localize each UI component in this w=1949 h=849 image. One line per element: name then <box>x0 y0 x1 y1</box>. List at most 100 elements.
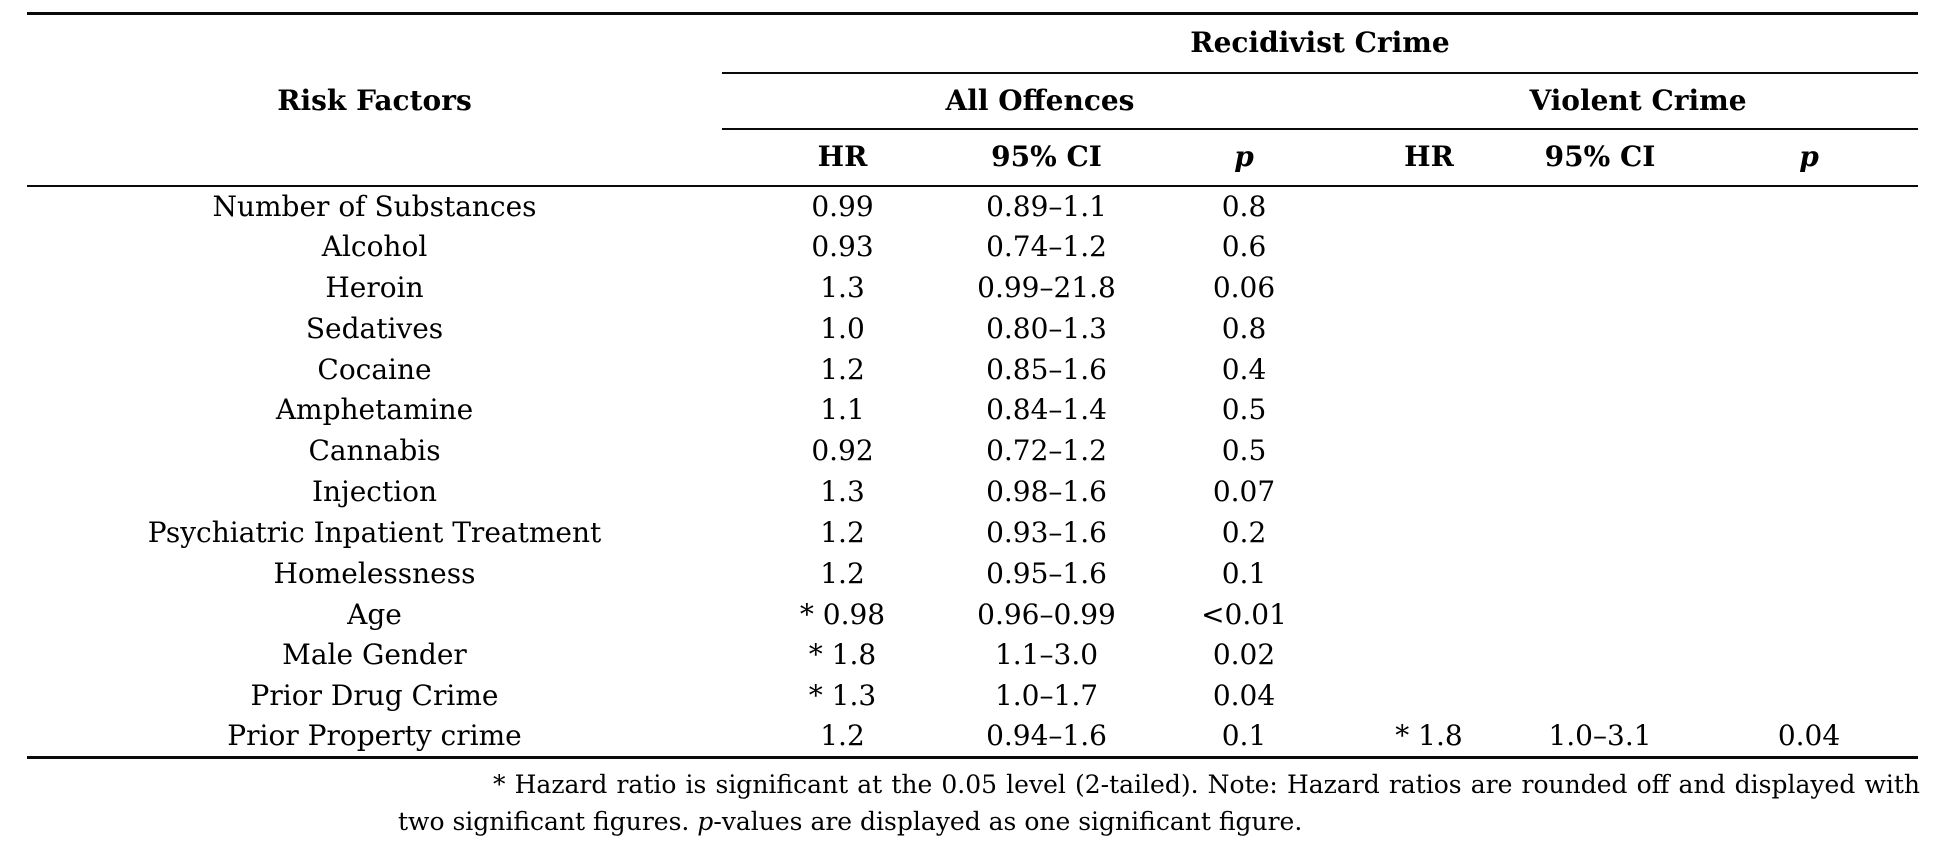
footnote-italic-p: p <box>697 807 714 836</box>
all-offences-ci-value: 0.94–1.6 <box>986 719 1107 753</box>
all-offences-hr-value: 0.93 <box>811 229 874 263</box>
table-row: Prior Drug Crime * 1.3 1.0–1.7 0.04 <box>27 676 1918 717</box>
all-offences-hr-value: 1.1 <box>820 393 865 427</box>
all-offences-p-value: 0.2 <box>1221 515 1267 549</box>
violent-p-value <box>1700 594 1918 635</box>
violent-p-value: 0.04 <box>1777 719 1841 753</box>
violent-hr-value: * 1.8 <box>1395 719 1463 753</box>
all-offences-ci-value: 0.98–1.6 <box>986 475 1107 509</box>
violent-ci-value <box>1500 267 1700 308</box>
table-footnote: * Hazard ratio is significant at the 0.0… <box>398 766 1920 840</box>
violent-p-value <box>1700 635 1918 676</box>
violent-hr-value <box>1358 594 1500 635</box>
violent-ci-value <box>1500 471 1700 512</box>
violent-ci-value <box>1500 308 1700 349</box>
violent-hr-value <box>1358 635 1500 676</box>
all-offences-hr-header: HR <box>722 128 963 187</box>
risk-factor-label: Heroin <box>325 270 424 304</box>
all-offences-ci-value: 0.93–1.6 <box>986 515 1107 549</box>
all-offences-ci-value: 1.0–1.7 <box>994 679 1099 713</box>
table-row: Injection 1.3 0.98–1.6 0.07 <box>27 471 1918 512</box>
risk-factor-label: Cocaine <box>317 352 432 386</box>
violent-hr-value <box>1358 267 1500 308</box>
all-offences-hr-value: 1.2 <box>820 352 865 386</box>
risk-factor-label: Number of Substances <box>212 189 537 223</box>
all-offences-p-value: 0.6 <box>1221 229 1267 263</box>
all-offences-p-value: 0.8 <box>1221 311 1267 345</box>
table-row: Heroin 1.3 0.99–21.8 0.06 <box>27 267 1918 308</box>
all-offences-ci-value: 0.72–1.2 <box>986 434 1107 468</box>
all-offences-p-value: 0.1 <box>1221 719 1267 753</box>
table-row: Male Gender * 1.8 1.1–3.0 0.02 <box>27 635 1918 676</box>
table-row: Cocaine 1.2 0.85–1.6 0.4 <box>27 349 1918 390</box>
violent-hr-value <box>1358 349 1500 390</box>
violent-hr-value <box>1358 308 1500 349</box>
risk-factor-label: Prior Drug Crime <box>250 679 499 713</box>
all-offences-hr-value: 0.99 <box>811 189 874 223</box>
violent-hr-value <box>1358 431 1500 472</box>
footnote-text: -values are displayed as one significant… <box>713 807 1303 836</box>
footnote-text: * Hazard ratio is significant at the 0.0… <box>493 770 1920 799</box>
all-offences-p-header: p <box>1130 128 1358 187</box>
footnote-line-2: two significant figures. p-values are di… <box>398 803 1920 840</box>
violent-p-value <box>1700 431 1918 472</box>
risk-factors-header: Risk Factors <box>277 83 472 117</box>
footnote-text: two significant figures. <box>398 807 698 836</box>
violent-p-value <box>1700 267 1918 308</box>
table-row: Sedatives 1.0 0.80–1.3 0.8 <box>27 308 1918 349</box>
table-row: Age * 0.98 0.96–0.99 <0.01 <box>27 594 1918 635</box>
violent-hr-value <box>1358 676 1500 717</box>
all-offences-p-value: 0.07 <box>1212 475 1276 509</box>
all-offences-p-value: 0.8 <box>1221 189 1267 223</box>
violent-hr-value <box>1358 471 1500 512</box>
spacer-cell <box>27 14 722 73</box>
violent-ci-value <box>1500 676 1700 717</box>
violent-crime-group-header: Violent Crime <box>1358 72 1919 130</box>
violent-hr-value <box>1358 553 1500 594</box>
all-offences-p-value: 0.06 <box>1212 270 1276 304</box>
header-row-groups: Risk Factors All Offences Violent Crime <box>27 72 1919 130</box>
violent-hr-header: HR <box>1358 128 1500 187</box>
violent-p-value <box>1700 186 1918 227</box>
violent-p-value <box>1700 349 1918 390</box>
all-offences-ci-value: 0.99–21.8 <box>977 270 1116 304</box>
violent-ci-value <box>1500 390 1700 431</box>
violent-p-value <box>1700 226 1918 267</box>
all-offences-p-value: 0.1 <box>1221 556 1267 590</box>
risk-factor-label: Homelessness <box>273 556 476 590</box>
all-offences-p-value: <0.01 <box>1201 597 1287 631</box>
violent-hr-value <box>1358 226 1500 267</box>
recidivist-crime-header: Recidivist Crime <box>722 13 1919 74</box>
violent-ci-value <box>1500 349 1700 390</box>
all-offences-hr-value: 1.2 <box>820 515 865 549</box>
hazard-ratio-table: Recidivist Crime Risk Factors All Offenc… <box>27 12 1919 759</box>
violent-p-value <box>1700 553 1918 594</box>
violent-p-value <box>1700 390 1918 431</box>
all-offences-hr-value: * 1.3 <box>808 679 877 713</box>
spacer-cell <box>27 128 722 187</box>
all-offences-ci-value: 0.74–1.2 <box>986 229 1107 263</box>
all-offences-hr-value: 1.3 <box>820 475 865 509</box>
risk-factor-label: Cannabis <box>308 434 441 468</box>
footnote-line-1: * Hazard ratio is significant at the 0.0… <box>398 766 1920 803</box>
violent-ci-value <box>1500 594 1700 635</box>
all-offences-ci-header: 95% CI <box>963 128 1130 187</box>
violent-ci-value <box>1500 186 1700 227</box>
violent-ci-value: 1.0–3.1 <box>1548 719 1652 753</box>
violent-p-value <box>1700 676 1918 717</box>
violent-p-header: p <box>1700 128 1919 187</box>
table-row: Psychiatric Inpatient Treatment 1.2 0.93… <box>27 512 1918 553</box>
violent-ci-value <box>1500 431 1700 472</box>
all-offences-ci-value: 0.85–1.6 <box>986 352 1107 386</box>
all-offences-group-header: All Offences <box>722 72 1358 130</box>
violent-ci-value <box>1500 512 1700 553</box>
all-offences-p-value: 0.5 <box>1221 434 1267 468</box>
all-offences-hr-value: 1.0 <box>820 311 865 345</box>
all-offences-hr-value: 1.2 <box>820 719 865 753</box>
table-row: Homelessness 1.2 0.95–1.6 0.1 <box>27 553 1918 594</box>
all-offences-p-value: 0.02 <box>1212 638 1276 672</box>
risk-factor-label: Age <box>347 597 402 631</box>
header-row-columns: HR 95% CI p HR 95% CI p <box>27 128 1919 187</box>
violent-p-value <box>1700 308 1918 349</box>
all-offences-p-value: 0.04 <box>1212 679 1276 713</box>
